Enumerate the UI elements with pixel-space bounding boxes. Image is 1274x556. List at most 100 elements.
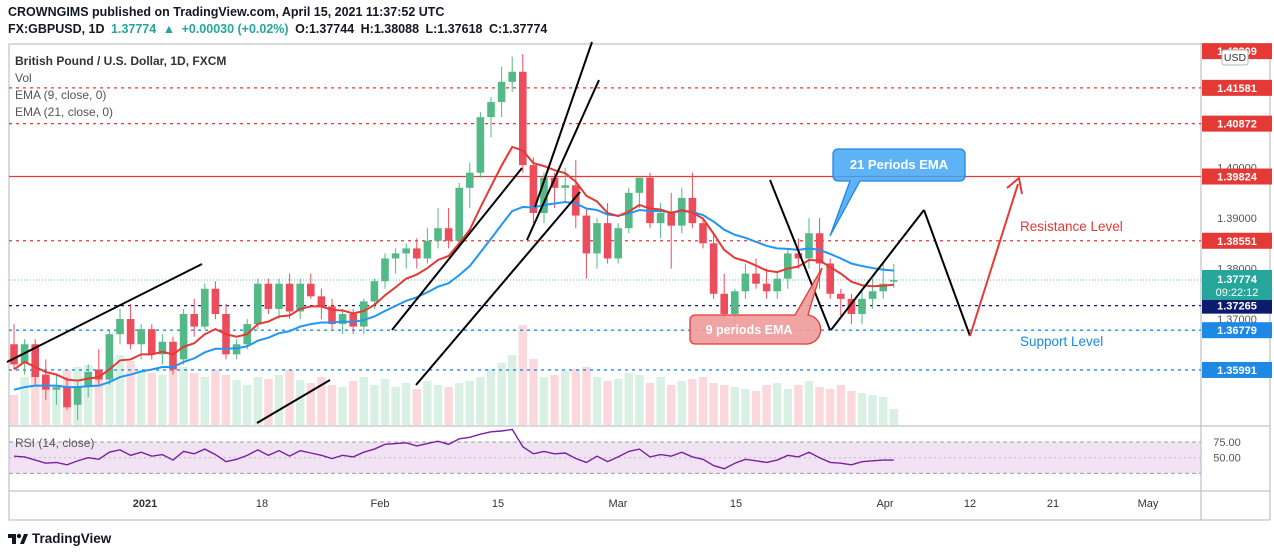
- price-axis-label: 1.38551: [1217, 236, 1257, 248]
- tradingview-footer[interactable]: TradingView: [0, 526, 300, 552]
- candle: [529, 157, 538, 224]
- volume-bar: [720, 385, 729, 425]
- candle-body: [487, 102, 495, 118]
- volume-bar: [190, 373, 199, 425]
- candle-body: [137, 329, 145, 345]
- candle: [837, 288, 845, 320]
- candle-body: [381, 258, 389, 282]
- legend-ema9: EMA (9, close, 0): [15, 88, 107, 102]
- candle-body: [699, 223, 707, 244]
- volume-bar: [158, 375, 167, 425]
- candle-body: [731, 291, 739, 314]
- ema21-callout-box: [829, 148, 966, 237]
- price-axis-badge: [1202, 115, 1272, 132]
- candle-body: [328, 306, 336, 325]
- trend-line: [415, 191, 581, 386]
- volume-bar: [221, 375, 231, 425]
- candle: [201, 283, 209, 330]
- volume-bar: [94, 373, 103, 425]
- candle-body: [190, 313, 198, 327]
- candle-body: [349, 313, 357, 327]
- candle: [402, 243, 410, 269]
- volume-bar: [550, 375, 559, 425]
- candle: [391, 248, 400, 274]
- candle-body: [466, 172, 474, 188]
- candle: [232, 339, 241, 360]
- volume-bar: [529, 359, 538, 425]
- candle-body: [529, 165, 538, 214]
- volume-bar: [656, 377, 665, 425]
- resistance-label: Resistance Level: [1020, 219, 1123, 234]
- price-change: +0.00030 (+0.02%): [181, 22, 289, 36]
- candle: [254, 278, 262, 330]
- currency-tag: USD: [1224, 52, 1247, 64]
- candle-body: [582, 215, 591, 254]
- time-axis-label: May: [1138, 498, 1159, 510]
- candle-body: [773, 278, 781, 292]
- candle-body: [614, 228, 622, 259]
- candle-body: [434, 228, 442, 241]
- candle: [116, 308, 124, 345]
- volume-bar: [147, 373, 156, 425]
- volume-bar: [868, 395, 877, 425]
- trend-line: [923, 209, 971, 337]
- volume-bar: [476, 377, 485, 425]
- tradingview-logo-icon: [8, 533, 28, 544]
- trend-line: [391, 167, 523, 331]
- tradingview-brand: TradingView: [32, 531, 112, 546]
- candle-body: [805, 233, 813, 259]
- price-axis-badge: [1202, 232, 1272, 249]
- volume-bar: [465, 381, 474, 425]
- candle-body: [307, 283, 315, 297]
- volume-bar: [857, 393, 867, 425]
- time-axis-label: Apr: [876, 498, 893, 510]
- volume-bar: [614, 379, 623, 425]
- volume-bar: [423, 381, 432, 425]
- volume-bar: [773, 383, 782, 425]
- candle-body: [423, 240, 432, 259]
- candle-body: [858, 298, 866, 314]
- candle-body: [370, 281, 379, 302]
- volume-bar: [645, 383, 655, 425]
- candle-body: [593, 223, 601, 254]
- candle: [826, 258, 834, 299]
- candle: [614, 223, 622, 264]
- candle: [762, 268, 771, 299]
- candle: [572, 160, 580, 229]
- close-value: C:1.37774: [488, 22, 548, 36]
- candle-body: [667, 213, 675, 226]
- volume-bar: [603, 381, 612, 425]
- trend-line: [769, 179, 831, 331]
- price-axis-label: 1.39824: [1217, 172, 1258, 184]
- price-chart[interactable]: 21 Periods EMA 9 periods EMA Resistance Le…: [0, 0, 1274, 526]
- chart-header: CROWNGIMS published on TradingView.com, …: [0, 0, 1274, 42]
- volume-bar: [624, 373, 633, 425]
- candle-body: [656, 213, 665, 224]
- candle-body: [317, 296, 326, 307]
- ema9-callout: 9 periods EMA: [689, 267, 823, 345]
- legend-vol: Vol: [15, 71, 32, 85]
- candle: [709, 233, 718, 299]
- candle-body: [169, 341, 177, 370]
- time-axis-label: Mar: [609, 498, 628, 510]
- volume-bar: [349, 381, 358, 425]
- candle-body: [402, 248, 410, 254]
- candle-body: [105, 334, 114, 380]
- trend-line: [6, 263, 203, 363]
- volume-bar: [561, 371, 570, 425]
- volume-bar: [126, 361, 135, 425]
- candle-body: [709, 243, 718, 294]
- volume-bar: [804, 381, 814, 425]
- candle: [455, 182, 463, 249]
- candle: [126, 303, 135, 350]
- volume-bar: [762, 385, 771, 425]
- trend-line: [534, 41, 593, 208]
- candle-body: [42, 374, 50, 390]
- trend-line: [830, 209, 925, 331]
- ema9-callout-box: [689, 267, 823, 345]
- volume-bar: [688, 379, 697, 425]
- volume-bar: [783, 389, 792, 425]
- volume-bar: [243, 385, 252, 425]
- volume-bar: [31, 373, 40, 425]
- candle-body: [688, 197, 697, 224]
